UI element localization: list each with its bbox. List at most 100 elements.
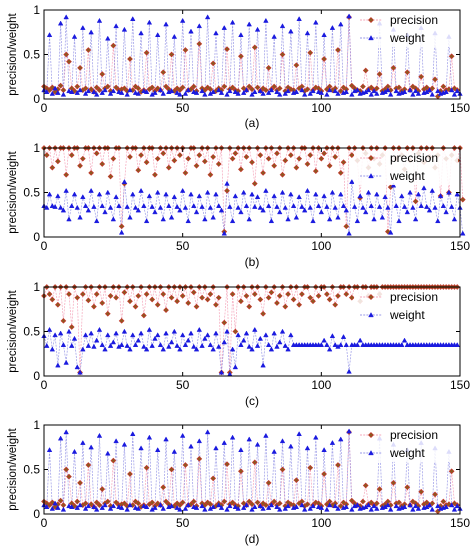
- weight-point: [252, 203, 258, 209]
- weight-point: [49, 505, 56, 511]
- precision-point: [276, 293, 283, 299]
- weight-point: [105, 189, 111, 195]
- weight-point: [249, 191, 255, 197]
- weight-point: [85, 207, 92, 213]
- precision-point: [362, 67, 369, 74]
- weight-point: [204, 14, 211, 20]
- y-axis-label: precision/weight: [7, 427, 19, 510]
- precision-point: [138, 152, 144, 158]
- weight-point: [177, 506, 183, 512]
- weight-point: [185, 337, 191, 343]
- precision-point: [74, 498, 81, 505]
- weight-point: [243, 330, 250, 336]
- precision-point: [135, 293, 142, 299]
- weight-point: [257, 88, 264, 94]
- weight-point: [132, 89, 139, 95]
- precision-point: [246, 83, 253, 90]
- weight-point: [235, 505, 241, 511]
- weight-point: [277, 91, 283, 97]
- weight-point: [179, 332, 186, 338]
- panel-caption: (d): [245, 532, 260, 546]
- weight-point: [93, 218, 100, 224]
- precision-point: [390, 479, 397, 486]
- weight-point: [257, 503, 264, 509]
- precision-point: [376, 71, 383, 77]
- precision-point: [182, 47, 189, 53]
- weight-point: [338, 21, 344, 27]
- weight-point: [460, 230, 466, 236]
- weight-point: [279, 23, 286, 29]
- precision-point: [324, 291, 330, 297]
- weight-point: [277, 209, 283, 215]
- precision-point: [91, 303, 97, 310]
- precision-point: [88, 170, 95, 176]
- precision-point: [118, 223, 125, 230]
- weight-point: [107, 90, 114, 96]
- weight-point: [321, 447, 327, 453]
- precision-point: [174, 298, 180, 305]
- weight-point: [360, 204, 366, 210]
- weight-point: [415, 191, 422, 197]
- weight-point: [440, 203, 447, 208]
- precision-point: [293, 164, 300, 171]
- precision-point: [448, 468, 455, 475]
- weight-point: [393, 503, 399, 509]
- precision-point: [163, 307, 169, 314]
- weight-point: [235, 90, 241, 96]
- weight-point: [318, 504, 325, 510]
- weight-point: [168, 503, 175, 509]
- weight-point: [443, 89, 449, 94]
- precision-point: [49, 296, 56, 303]
- weight-point: [77, 502, 83, 508]
- weight-point: [349, 179, 355, 184]
- weight-point: [196, 193, 203, 199]
- weight-point: [338, 191, 344, 197]
- precision-point: [179, 499, 186, 506]
- weight-point: [163, 191, 169, 197]
- weight-point: [354, 502, 361, 508]
- weight-point: [351, 203, 358, 209]
- precision-point: [196, 455, 203, 462]
- x-tick-label: 0: [41, 378, 48, 392]
- precision-point: [429, 500, 436, 507]
- weight-point: [191, 504, 197, 509]
- precision-point: [207, 171, 214, 178]
- precision-point: [271, 83, 278, 90]
- precision-point: [260, 310, 266, 317]
- precision-point: [304, 86, 311, 93]
- precision-point: [85, 297, 92, 304]
- weight-point: [279, 438, 286, 444]
- weight-point: [49, 203, 56, 208]
- chart-panel-4: 0 50 100 150 0 0.5 1 precision/weight precision w…: [7, 418, 470, 546]
- weight-point: [63, 429, 69, 435]
- weight-point: [91, 89, 97, 94]
- precision-point: [127, 154, 133, 160]
- y-axis-label: precision/weight: [7, 150, 19, 233]
- x-tick-label: 100: [311, 101, 331, 115]
- precision-point: [196, 40, 203, 47]
- precision-point: [335, 47, 341, 53]
- y-tick-label: 0: [33, 369, 40, 383]
- weight-point: [238, 32, 244, 38]
- weight-point: [252, 504, 258, 509]
- precision-point: [113, 294, 119, 301]
- weight-point: [116, 89, 122, 94]
- weight-point: [132, 504, 139, 510]
- weight-point: [299, 87, 305, 93]
- weight-point: [69, 342, 75, 348]
- weight-point: [249, 346, 255, 352]
- weight-point: [118, 342, 125, 347]
- weight-point: [49, 90, 56, 96]
- precision-point: [459, 196, 466, 203]
- precision-point: [193, 303, 200, 310]
- weight-point: [218, 207, 225, 213]
- weight-point: [171, 194, 178, 200]
- precision-point: [140, 312, 147, 319]
- weight-point: [91, 504, 97, 509]
- weight-point: [385, 87, 391, 93]
- weight-point: [376, 203, 383, 209]
- weight-point: [191, 203, 197, 208]
- precision-point: [63, 171, 70, 178]
- weight-point: [80, 194, 86, 200]
